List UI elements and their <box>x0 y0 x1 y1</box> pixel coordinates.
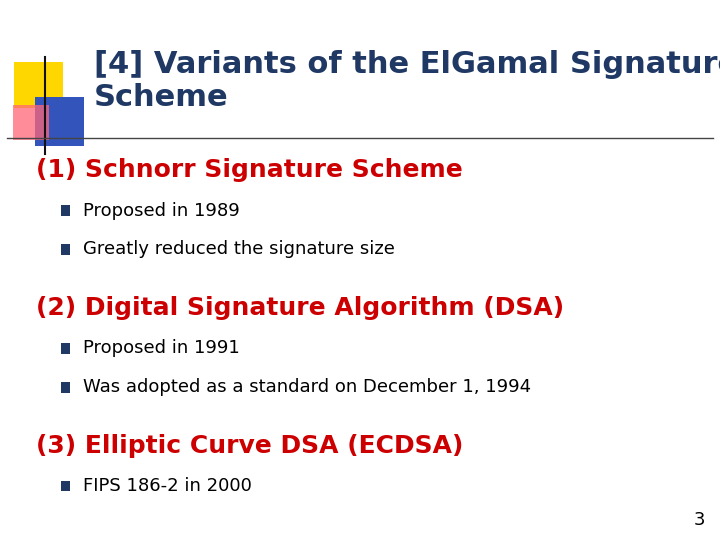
FancyBboxPatch shape <box>35 97 84 146</box>
Text: [4] Variants of the ElGamal Signature: [4] Variants of the ElGamal Signature <box>94 50 720 79</box>
Text: (3) Elliptic Curve DSA (ECDSA): (3) Elliptic Curve DSA (ECDSA) <box>36 434 464 457</box>
Text: Proposed in 1991: Proposed in 1991 <box>83 339 240 357</box>
FancyBboxPatch shape <box>14 62 63 108</box>
FancyBboxPatch shape <box>61 205 70 216</box>
FancyBboxPatch shape <box>61 244 70 255</box>
FancyBboxPatch shape <box>61 343 70 354</box>
Text: Greatly reduced the signature size: Greatly reduced the signature size <box>83 240 395 259</box>
FancyBboxPatch shape <box>61 382 70 393</box>
FancyBboxPatch shape <box>13 105 49 140</box>
Text: (1) Schnorr Signature Scheme: (1) Schnorr Signature Scheme <box>36 158 463 182</box>
Text: Proposed in 1989: Proposed in 1989 <box>83 201 240 220</box>
Text: Scheme: Scheme <box>94 83 228 112</box>
Text: 3: 3 <box>694 511 706 529</box>
FancyBboxPatch shape <box>61 481 70 491</box>
Text: (2) Digital Signature Algorithm (DSA): (2) Digital Signature Algorithm (DSA) <box>36 296 564 320</box>
Text: Was adopted as a standard on December 1, 1994: Was adopted as a standard on December 1,… <box>83 378 531 396</box>
Text: FIPS 186-2 in 2000: FIPS 186-2 in 2000 <box>83 477 252 495</box>
